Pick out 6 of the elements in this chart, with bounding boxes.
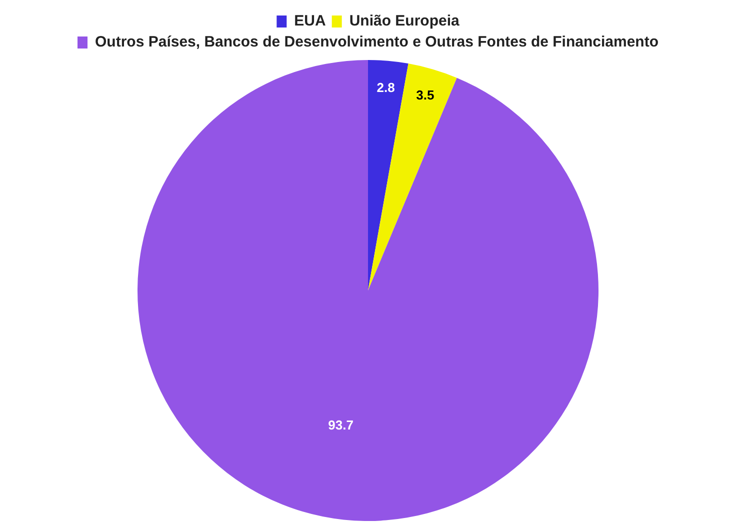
legend-label: EUA [294, 12, 326, 30]
data-label: 93.7 [328, 418, 354, 433]
legend-label: Outros Países, Bancos de Desenvolvimento e Outras Fontes de Financiamento [95, 34, 659, 51]
data-label: 2.8 [376, 80, 395, 96]
data-label: 3.5 [416, 87, 434, 102]
legend-label: União Europeia [349, 12, 460, 30]
